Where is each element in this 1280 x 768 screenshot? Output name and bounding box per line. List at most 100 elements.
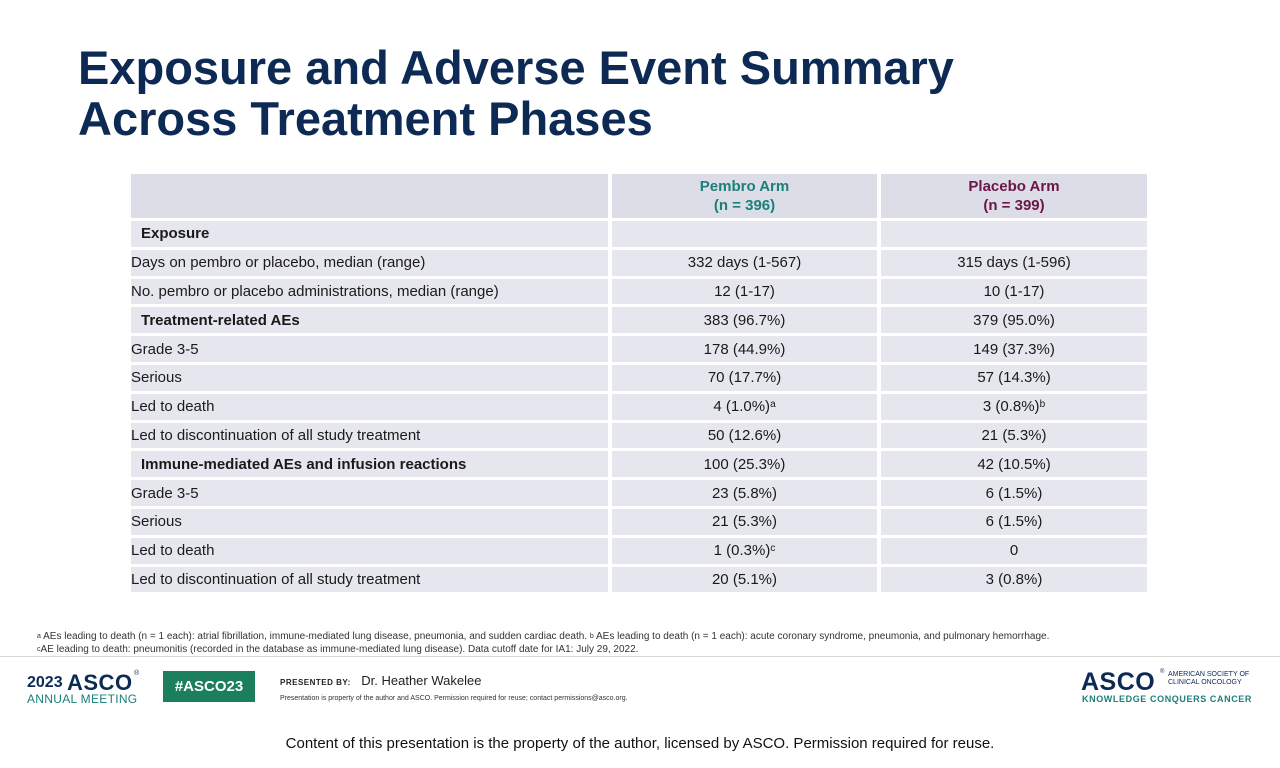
placebo-value-cell: 149 (37.3%) [881,336,1147,365]
footnotes: a AEs leading to death (n = 1 each): atr… [37,630,1257,656]
placebo-value-cell: 42 (10.5%) [881,451,1147,481]
pembro-value: 100 (25.3%) [703,455,786,473]
pembro-value-cell: 70 (17.7%) [612,364,881,394]
pembro-value-cell [612,221,881,250]
pembro-value-cell: 4 (1.0%)a [612,393,881,423]
asco-wordmark: ASCO [1081,668,1156,696]
pembro-value: 4 (1.0%) [713,398,771,416]
table-row: Led to discontinuation of all study trea… [131,566,1147,596]
placebo-arm-n: (n = 399) [983,197,1045,214]
placebo-value-footnote-mark: b [1039,399,1046,411]
table-row: Immune-mediated AEs and infusion reactio… [131,451,1147,481]
presented-by-label: PRESENTED BY: [280,678,351,687]
pembro-value-cell: 178 (44.9%) [612,336,881,365]
row-label: Led to discontinuation of all study trea… [131,566,612,596]
footnote-line-2: cAE leading to death: pneumonitis (recor… [37,643,1257,656]
hashtag-badge: #ASCO23 [163,671,255,702]
footnote-c-text: AE leading to death: pneumonitis (record… [40,644,639,655]
pembro-value: 383 (96.7%) [703,311,786,329]
header-pembro-arm: Pembro Arm (n = 396) [612,174,881,221]
pembro-value-cell: 332 days (1-567) [612,249,881,279]
table-row: Serious 70 (17.7%) 57 (14.3%) [131,364,1147,394]
row-label: Serious [131,364,612,394]
pembro-value: 178 (44.9%) [703,340,786,358]
row-label: Grade 3-5 [131,480,612,509]
pembro-value-footnote-mark: c [770,543,776,555]
footnote-line-1: a AEs leading to death (n = 1 each): atr… [37,630,1257,643]
placebo-value: 6 (1.5%) [985,513,1043,531]
pembro-value: 21 (5.3%) [711,513,778,531]
header-placebo-arm: Placebo Arm (n = 399) [881,174,1147,221]
placebo-value-cell: 6 (1.5%) [881,480,1147,509]
placebo-value-cell: 10 (1-17) [881,278,1147,308]
pembro-arm-name: Pembro Arm [699,178,790,195]
footnote-a-mark: a [37,633,41,640]
placebo-value: 42 (10.5%) [977,455,1051,473]
row-label: Serious [131,508,612,538]
placebo-value: 149 (37.3%) [973,340,1055,358]
placebo-value-cell: 3 (0.8%) [881,566,1147,596]
placebo-value: 21 (5.3%) [981,426,1047,444]
pembro-value-cell: 100 (25.3%) [612,451,881,481]
table-row: No. pembro or placebo administrations, m… [131,278,1147,308]
placebo-value-cell: 3 (0.8%)b [881,393,1147,423]
annual-meeting-logo: 2023 ASCO ® ANNUAL MEETING [27,670,147,706]
pembro-value: 23 (5.8%) [711,484,778,502]
placebo-value: 6 (1.5%) [985,484,1043,502]
table-row: Led to death 1 (0.3%)c 0 [131,537,1147,567]
slide-title: Exposure and Adverse Event Summary Acros… [78,42,1078,144]
pembro-value-cell: 12 (1-17) [612,278,881,308]
pembro-value: 20 (5.1%) [711,570,778,588]
placebo-value-cell [881,221,1147,250]
presenter-name: Dr. Heather Wakelee [361,673,482,688]
footnote-c-mark: c [37,646,41,653]
pembro-value-cell: 23 (5.8%) [612,480,881,509]
placebo-value-cell: 0 [881,537,1147,567]
asco-logo: ASCO ® AMERICAN SOCIETY OF CLINICAL ONCO… [1081,668,1256,708]
meeting-year: 2023 [27,674,63,691]
row-label: Days on pembro or placebo, median (range… [131,249,612,279]
placebo-value-cell: 6 (1.5%) [881,508,1147,538]
placebo-value: 315 days (1-596) [957,254,1071,272]
row-label: No. pembro or placebo administrations, m… [131,278,612,308]
table-row: Led to discontinuation of all study trea… [131,422,1147,452]
pembro-value-cell: 21 (5.3%) [612,508,881,538]
row-label: Treatment-related AEs [131,307,612,337]
placebo-value: 10 (1-17) [983,282,1045,300]
footnote-b-mark: b [589,633,594,640]
pembro-value: 50 (12.6%) [707,426,782,444]
pembro-value-cell: 50 (12.6%) [612,422,881,452]
property-note: Presentation is property of the author a… [280,695,628,702]
row-label: Led to discontinuation of all study trea… [131,422,612,452]
table-row: Grade 3-5 23 (5.8%) 6 (1.5%) [131,480,1147,509]
pembro-value: 70 (17.7%) [707,369,782,387]
meeting-subtitle: ANNUAL MEETING [27,692,138,706]
copyright-note: Content of this presentation is the prop… [285,735,995,752]
pembro-value-footnote-mark: a [770,399,776,411]
placebo-value: 3 (0.8%) [982,398,1040,416]
table-row: Exposure [131,221,1147,250]
row-label: Led to death [131,393,612,423]
presenter-credit: PRESENTED BY: Dr. Heather Wakelee [280,672,481,690]
pembro-value: 1 (0.3%) [713,542,771,560]
table-row: Days on pembro or placebo, median (range… [131,249,1147,279]
placebo-value-cell: 379 (95.0%) [881,307,1147,337]
row-label: Immune-mediated AEs and infusion reactio… [131,451,612,481]
pembro-value-cell: 1 (0.3%)c [612,537,881,567]
table-body: Exposure Days on pembro or placebo, media… [131,221,1147,596]
placebo-value: 3 (0.8%) [985,570,1043,588]
table-row: Led to death 4 (1.0%)a 3 (0.8%)b [131,393,1147,423]
row-label: Grade 3-5 [131,336,612,365]
ae-summary-table: Pembro Arm (n = 396) Placebo Arm (n = 39… [131,174,1147,596]
table-header-row: Pembro Arm (n = 396) Placebo Arm (n = 39… [131,174,1147,221]
meeting-asco-word: ASCO [67,670,133,695]
asco-tagline: KNOWLEDGE CONQUERS CANCER [1082,694,1253,704]
header-label-cell [131,174,612,221]
footer-divider [0,656,1280,657]
placebo-value-cell: 21 (5.3%) [881,422,1147,452]
table-row: Grade 3-5 178 (44.9%) 149 (37.3%) [131,336,1147,365]
row-label: Led to death [131,537,612,567]
table-row: Treatment-related AEs 383 (96.7%) 379 (95.… [131,307,1147,337]
pembro-value: 332 days (1-567) [687,254,802,272]
slide-title-line2: Across Treatment Phases [78,92,653,145]
